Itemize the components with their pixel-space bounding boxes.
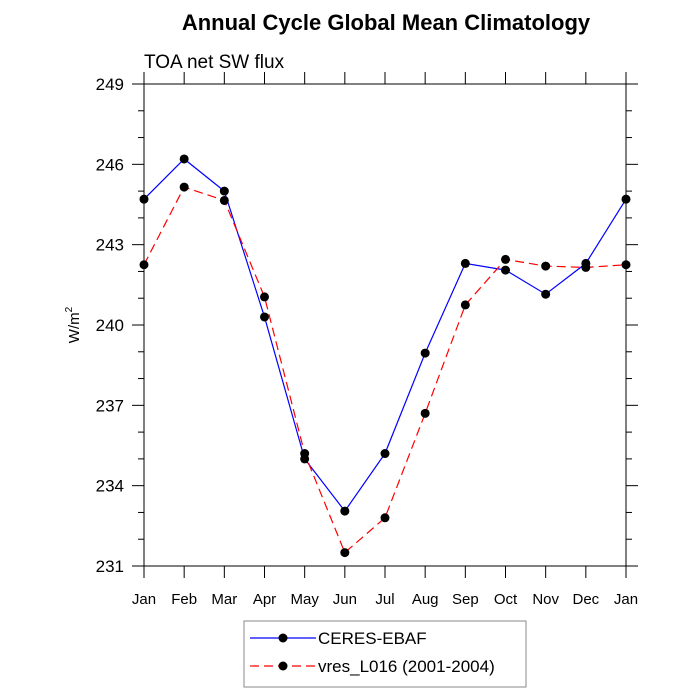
legend-marker-model <box>278 661 288 671</box>
legend-marker-ceres <box>278 633 288 643</box>
y-tick-label: 243 <box>96 236 124 255</box>
data-point-series-1 <box>501 254 510 264</box>
x-tick-label: Jun <box>333 591 357 608</box>
data-point-series-1 <box>541 261 551 271</box>
legend-box <box>243 620 527 688</box>
data-point-series-1 <box>300 449 310 459</box>
y-axis-label-text: W/m <box>66 312 83 343</box>
x-tick-label: Sep <box>452 591 479 608</box>
x-tick-label: Apr <box>253 591 276 608</box>
data-point-series-1 <box>219 195 229 205</box>
data-point-series-1 <box>420 408 430 418</box>
x-tick-label: May <box>290 591 319 608</box>
x-tick-label: Feb <box>171 591 197 608</box>
y-tick-label: 234 <box>96 477 124 496</box>
x-tick-label: Nov <box>532 591 559 608</box>
y-tick-label: 246 <box>96 155 124 174</box>
data-point-series-1 <box>621 260 631 270</box>
data-point-series-0 <box>219 186 229 196</box>
y-tick-label: 231 <box>96 557 124 576</box>
axes: 231 234 237 240 243 246 249 Jan Feb Mar Apr May Jun J… <box>96 72 638 608</box>
legend-label-model: vres_L016 (2001-2004) <box>318 657 495 676</box>
data-point-series-1 <box>380 513 390 523</box>
chart-subtitle: TOA net SW flux <box>144 52 285 73</box>
x-tick-label: Oct <box>494 591 518 608</box>
data-point-series-0 <box>460 258 470 268</box>
data-point-series-1 <box>179 182 189 192</box>
x-tick-label: Aug <box>412 591 439 608</box>
data-point-series-1 <box>581 262 591 272</box>
y-tick-label: 249 <box>96 75 124 94</box>
svg-text:W/m2: W/m2 <box>64 306 83 343</box>
series-line-0 <box>143 158 627 513</box>
series-markers <box>139 154 631 558</box>
data-point-series-1 <box>340 548 350 558</box>
y-axis-label: W/m2 <box>64 306 83 343</box>
data-point-series-0 <box>380 449 390 459</box>
x-tick-label: Jan <box>614 591 638 608</box>
y-tick-label: 237 <box>96 396 124 415</box>
plot-frame <box>143 83 627 567</box>
x-tick-label: Dec <box>572 591 599 608</box>
data-point-series-1 <box>460 300 470 310</box>
x-tick-label: Mar <box>211 591 237 608</box>
data-point-series-0 <box>139 194 149 204</box>
chart-title: Annual Cycle Global Mean Climatology <box>182 10 591 35</box>
data-point-series-0 <box>621 194 631 204</box>
x-tick-label: Jan <box>132 591 156 608</box>
y-tick-label: 240 <box>96 316 124 335</box>
series-lines <box>143 158 627 554</box>
y-axis-label-superscript: 2 <box>64 306 75 312</box>
data-point-series-1 <box>260 292 269 302</box>
x-tick-label: Jul <box>375 591 394 608</box>
data-point-series-0 <box>541 289 551 299</box>
data-point-series-0 <box>340 506 350 516</box>
data-point-series-0 <box>179 154 189 164</box>
legend-label-ceres: CERES-EBAF <box>318 629 427 648</box>
data-point-series-0 <box>260 312 269 322</box>
data-point-series-0 <box>420 348 430 358</box>
data-point-series-0 <box>501 265 510 275</box>
data-point-series-1 <box>139 260 149 270</box>
legend: CERES-EBAF vres_L016 (2001-2004) <box>243 620 527 688</box>
series-line-1 <box>143 186 627 554</box>
